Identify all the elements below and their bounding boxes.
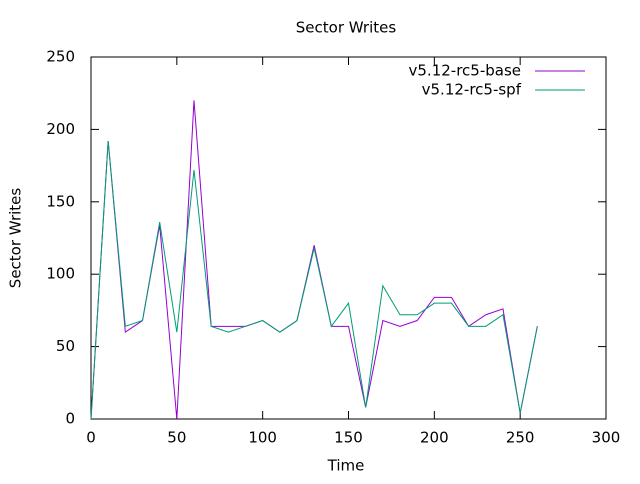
y-axis-label: Sector Writes [7, 188, 25, 289]
legend-label: v5.12-rc5-base [409, 62, 522, 80]
x-tick-label: 150 [334, 429, 363, 447]
x-tick-label: 50 [167, 429, 186, 447]
series-line [90, 100, 538, 420]
x-tick-label: 300 [592, 429, 621, 447]
legend-label: v5.12-rc5-spf [422, 81, 522, 99]
y-tick-label: 100 [46, 265, 75, 283]
chart-title: Sector Writes [296, 19, 397, 37]
y-tick-label: 200 [46, 120, 75, 138]
x-tick-label: 0 [86, 429, 96, 447]
x-tick-label: 100 [248, 429, 277, 447]
y-tick-label: 250 [46, 48, 75, 66]
x-axis-label: Time [327, 457, 365, 475]
y-tick-label: 0 [65, 410, 75, 428]
series-line [90, 140, 538, 420]
y-tick-label: 50 [56, 337, 75, 355]
x-tick-label: 200 [420, 429, 449, 447]
x-tick-label: 250 [506, 429, 535, 447]
y-tick-label: 150 [46, 192, 75, 210]
